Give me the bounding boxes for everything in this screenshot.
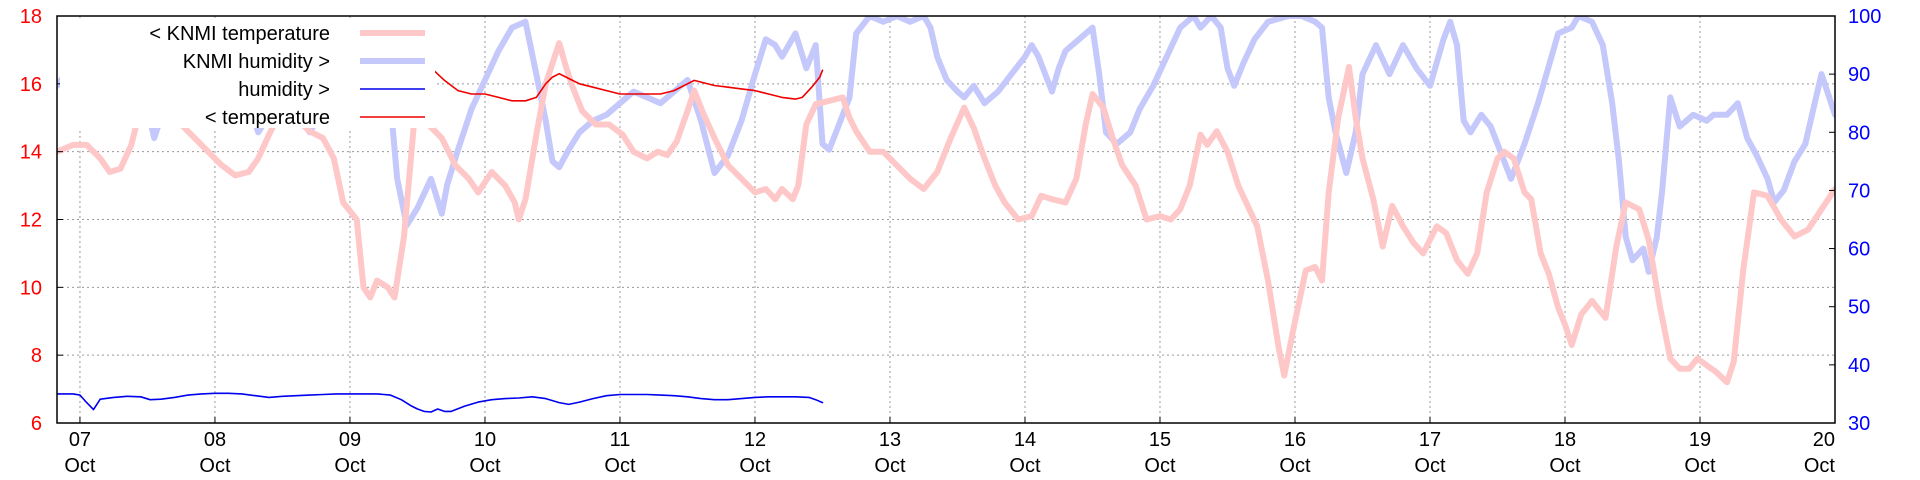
axes: 07 Oct 08 Oct 09 Oct 10 Oct 11 Oct 12 Oct 13 Oct 14 Oct… xyxy=(20,6,1882,477)
x-tick-label-month: Oct xyxy=(1684,455,1716,477)
x-tick-label-month: Oct xyxy=(199,455,231,477)
x-tick-label: 08 xyxy=(204,429,226,451)
series-line-humidity xyxy=(57,392,824,413)
series-line-knmi-temperature xyxy=(57,40,1835,386)
y-left-tick-label: 8 xyxy=(31,345,42,367)
x-tick-label: 13 xyxy=(879,429,901,451)
y-right-tick-label: 90 xyxy=(1848,64,1870,86)
y-left-tick-label: 16 xyxy=(20,74,42,96)
x-tick-label: 10 xyxy=(474,429,496,451)
x-tick-label-month: Oct xyxy=(1804,455,1836,477)
x-tick-label: 09 xyxy=(339,429,361,451)
x-tick-label: 17 xyxy=(1419,429,1441,451)
x-tick-label: 11 xyxy=(610,429,631,451)
series-line-knmi-humidity xyxy=(57,16,1835,275)
plot-area xyxy=(57,16,1835,413)
x-tick-label-month: Oct xyxy=(334,455,366,477)
y-right-tick-label: 50 xyxy=(1848,297,1870,319)
x-tick-label-month: Oct xyxy=(1279,455,1311,477)
x-tick-label: 12 xyxy=(744,429,766,451)
x-tick-label-month: Oct xyxy=(469,455,501,477)
legend-label: humidity > xyxy=(238,79,330,101)
x-tick-label: 16 xyxy=(1284,429,1306,451)
x-tick-label-month: Oct xyxy=(874,455,906,477)
x-tick-label: 15 xyxy=(1149,429,1171,451)
y-right-tick-label: 100 xyxy=(1848,6,1881,28)
y-right-tick-label: 30 xyxy=(1848,413,1870,435)
y-right-tick-label: 60 xyxy=(1848,239,1870,261)
y-left-tick-label: 6 xyxy=(31,413,42,435)
x-tick-label-month: Oct xyxy=(739,455,771,477)
y-left-tick-label: 14 xyxy=(20,142,42,164)
series-line-temperature xyxy=(427,49,824,102)
x-tick-label: 07 xyxy=(69,429,91,451)
legend-background xyxy=(60,18,435,128)
x-tick-label-month: Oct xyxy=(64,455,96,477)
y-right-tick-label: 70 xyxy=(1848,180,1870,202)
x-tick-label: 18 xyxy=(1554,429,1576,451)
legend-label: < temperature xyxy=(205,107,330,129)
y-left-tick-label: 10 xyxy=(20,277,42,299)
x-tick-label: 14 xyxy=(1014,429,1036,451)
legend-label: < KNMI temperature xyxy=(149,23,330,45)
x-tick-label-month: Oct xyxy=(1144,455,1176,477)
legend-label: KNMI humidity > xyxy=(183,51,330,73)
x-tick-label-month: Oct xyxy=(1414,455,1446,477)
x-tick-label: 19 xyxy=(1689,429,1711,451)
x-tick-label: 20 xyxy=(1813,429,1835,451)
y-right-tick-label: 80 xyxy=(1848,122,1870,144)
y-right-tick-label: 40 xyxy=(1848,355,1870,377)
x-tick-label-month: Oct xyxy=(1549,455,1581,477)
y-left-tick-label: 18 xyxy=(20,6,42,28)
legend: < KNMI temperature KNMI humidity > humidit… xyxy=(60,18,435,129)
y-left-tick-label: 12 xyxy=(20,210,42,232)
x-tick-label-month: Oct xyxy=(1009,455,1041,477)
x-tick-label-month: Oct xyxy=(604,455,636,477)
